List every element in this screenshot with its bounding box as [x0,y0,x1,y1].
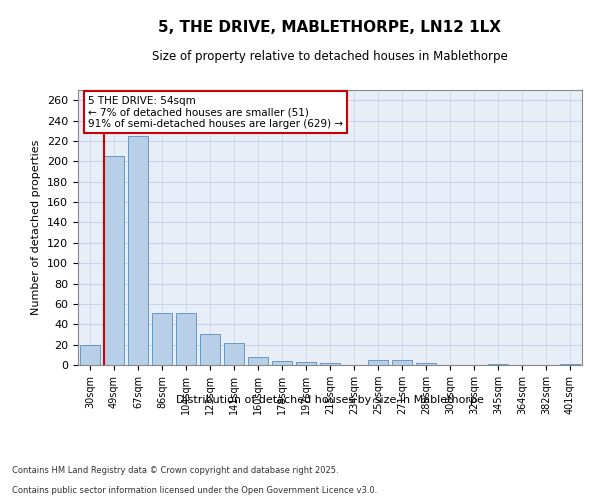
Bar [152,313,172,365]
Bar [200,334,220,365]
Text: 5 THE DRIVE: 54sqm
← 7% of detached houses are smaller (51)
91% of semi-detached: 5 THE DRIVE: 54sqm ← 7% of detached hous… [88,96,343,128]
Bar [248,357,268,365]
Bar [176,313,196,365]
Bar [104,156,124,365]
Text: Size of property relative to detached houses in Mablethorpe: Size of property relative to detached ho… [152,50,508,63]
Bar [392,360,412,365]
Bar [488,364,508,365]
Y-axis label: Number of detached properties: Number of detached properties [31,140,41,315]
Bar [296,362,316,365]
Bar [80,344,100,365]
Text: Distribution of detached houses by size in Mablethorpe: Distribution of detached houses by size … [176,395,484,405]
Bar [416,363,436,365]
Bar [320,363,340,365]
Bar [560,364,580,365]
Bar [368,360,388,365]
Text: 5, THE DRIVE, MABLETHORPE, LN12 1LX: 5, THE DRIVE, MABLETHORPE, LN12 1LX [158,20,502,35]
Text: Contains HM Land Registry data © Crown copyright and database right 2025.: Contains HM Land Registry data © Crown c… [12,466,338,475]
Bar [272,361,292,365]
Bar [224,342,244,365]
Bar [128,136,148,365]
Text: Contains public sector information licensed under the Open Government Licence v3: Contains public sector information licen… [12,486,377,495]
